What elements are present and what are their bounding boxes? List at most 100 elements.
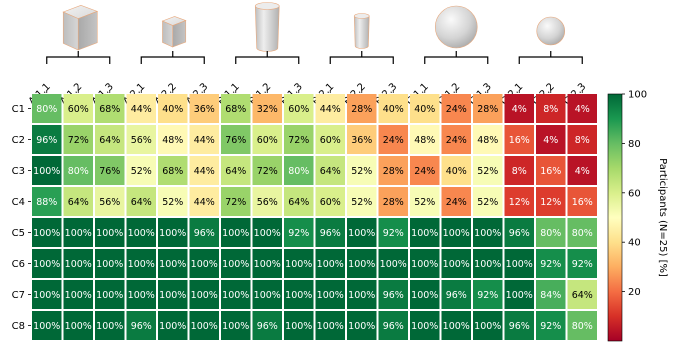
cell-value-label: 100%: [474, 228, 501, 239]
heatmap-cell: [63, 280, 93, 309]
heatmap-cell: [378, 249, 408, 278]
heatmap-cell: [441, 280, 471, 309]
heatmap-cell: [63, 94, 93, 123]
heatmap-cell: [347, 94, 377, 123]
cell-value-label: 64%: [225, 166, 246, 177]
cell-value-label: 4%: [543, 135, 558, 146]
cell-value-label: 96%: [257, 321, 278, 332]
cell-value-label: 68%: [225, 104, 246, 115]
heatmap-cell: [189, 311, 219, 340]
group-bracket: [140, 56, 205, 64]
cell-value-label: 96%: [383, 321, 404, 332]
heatmap-cell: [473, 280, 503, 309]
cell-value-label: 96%: [383, 290, 404, 301]
cell-value-label: 40%: [446, 166, 467, 177]
heatmap-cell: [252, 125, 282, 154]
colorbar-tick-label: 80: [628, 139, 641, 150]
cell-value-label: 100%: [96, 290, 123, 301]
cell-value-label: 24%: [446, 197, 467, 208]
cell-value-label: 100%: [65, 290, 92, 301]
cell-value-label: 56%: [131, 135, 152, 146]
heatmap-cell: [378, 125, 408, 154]
y-tick-label: C3: [12, 166, 25, 177]
heatmap-cell: [441, 156, 471, 185]
cell-value-label: 100%: [65, 321, 92, 332]
cell-value-label: 96%: [446, 290, 467, 301]
heatmap-cell: [284, 280, 314, 309]
heatmap-cell: [284, 94, 314, 123]
cell-value-label: 96%: [36, 135, 57, 146]
cell-value-label: 100%: [380, 259, 407, 270]
cell-value-label: 100%: [222, 290, 249, 301]
heatmap-cell: [504, 280, 534, 309]
cell-value-label: 52%: [131, 166, 152, 177]
cell-value-label: 64%: [131, 197, 152, 208]
cell-value-label: 80%: [68, 166, 89, 177]
cell-value-label: 100%: [254, 228, 281, 239]
cell-value-label: 96%: [509, 228, 530, 239]
heatmap-cell: [252, 311, 282, 340]
cell-value-label: 12%: [540, 197, 561, 208]
colorbar-tick-label: 60: [628, 188, 641, 199]
cell-value-label: 100%: [254, 259, 281, 270]
cell-value-label: 52%: [477, 166, 498, 177]
cell-value-label: 76%: [99, 166, 120, 177]
heatmap-cell: [95, 218, 125, 247]
cell-value-label: 80%: [572, 321, 593, 332]
cell-value-label: 100%: [33, 321, 60, 332]
group-bracket: [329, 56, 394, 64]
heatmap-cell: [441, 187, 471, 216]
heatmap-cell: [504, 156, 534, 185]
heatmap-cell: [158, 125, 188, 154]
heatmap-cell: [221, 218, 251, 247]
heatmap-cell: [473, 311, 503, 340]
heatmap-cell: [189, 280, 219, 309]
heatmap-cell: [126, 311, 156, 340]
heatmap-cell: [63, 125, 93, 154]
cell-value-label: 100%: [191, 259, 218, 270]
heatmap-cell: [32, 280, 62, 309]
heatmap-cell: [378, 187, 408, 216]
cell-value-label: 12%: [509, 197, 530, 208]
cell-value-label: 44%: [194, 135, 215, 146]
heatmap-cell: [473, 94, 503, 123]
cell-value-label: 92%: [540, 259, 561, 270]
cell-value-label: 100%: [222, 228, 249, 239]
sphere-icon: [536, 16, 566, 46]
heatmap-cell: [158, 94, 188, 123]
cube-icon: [161, 16, 187, 48]
cell-value-label: 60%: [320, 135, 341, 146]
cell-value-label: 92%: [572, 259, 593, 270]
colorbar-tick-label: 100: [628, 90, 647, 101]
heatmap-cell: [315, 94, 345, 123]
cell-value-label: 8%: [543, 104, 558, 115]
cell-value-label: 100%: [411, 290, 438, 301]
cell-value-label: 28%: [383, 197, 404, 208]
heatmap-cell: [32, 311, 62, 340]
cell-value-label: 56%: [99, 197, 120, 208]
cell-value-label: 52%: [351, 166, 372, 177]
heatmap-cell: [126, 94, 156, 123]
heatmap-cell: [347, 156, 377, 185]
heatmap-cell: [284, 125, 314, 154]
heatmap-cell: [378, 280, 408, 309]
cell-value-label: 100%: [128, 290, 155, 301]
heatmap-cell: [504, 218, 534, 247]
cell-value-label: 100%: [317, 259, 344, 270]
cell-value-label: 96%: [131, 321, 152, 332]
cell-value-label: 52%: [414, 197, 435, 208]
cell-value-label: 100%: [191, 321, 218, 332]
cell-value-label: 44%: [194, 166, 215, 177]
cell-value-label: 56%: [257, 197, 278, 208]
heatmap-cell: [567, 311, 597, 340]
heatmap-cell: [504, 249, 534, 278]
heatmap-cell: [441, 125, 471, 154]
cell-value-label: 24%: [414, 166, 435, 177]
heatmap-cell: [221, 94, 251, 123]
y-tick-label: C1: [12, 104, 25, 115]
cell-value-label: 100%: [96, 321, 123, 332]
cell-value-label: 4%: [575, 104, 590, 115]
cell-value-label: 100%: [128, 259, 155, 270]
heatmap-cell: [95, 125, 125, 154]
